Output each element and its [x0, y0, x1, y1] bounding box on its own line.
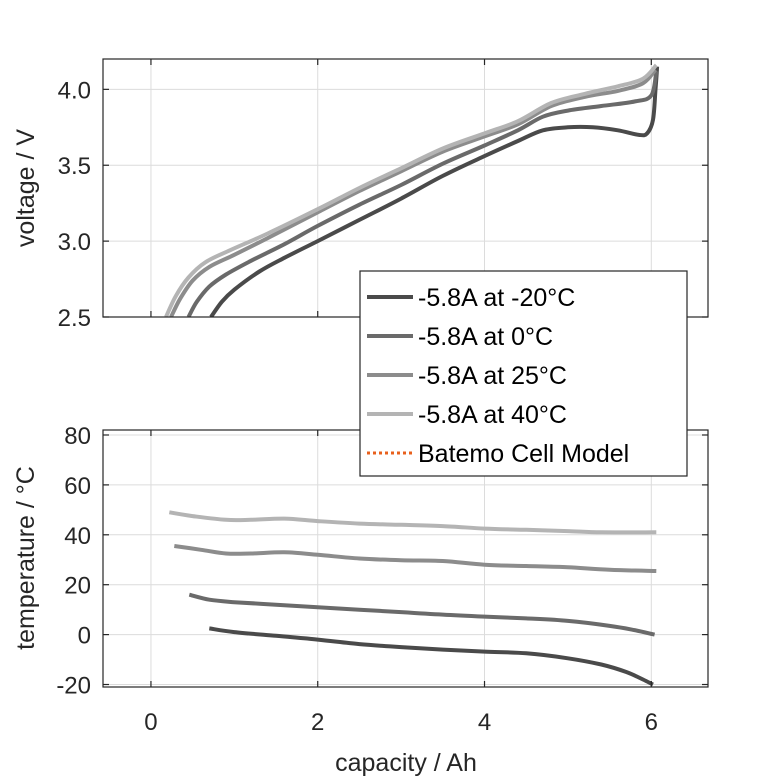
temperature-ticks: 0 2 4 6 -20 0 20 40 60 80: [56, 423, 708, 736]
legend-item: -5.8A at 0°C: [367, 323, 553, 351]
legend: -5.8A at -20°C -5.8A at 0°C -5.8A at 25°C -…: [359, 270, 688, 477]
temperature-panel: 0 2 4 6 -20 0 20 40 60 80 temperature / °C capaci…: [12, 423, 709, 777]
voltage-panel: 2.5 3.0 3.5 4.0 voltage / V: [12, 58, 709, 332]
legend-label: -5.8A at 25°C: [418, 362, 567, 390]
legend-box: [359, 270, 688, 477]
temperature-ylabel: temperature / °C: [12, 466, 40, 650]
legend-label: -5.8A at 0°C: [418, 323, 553, 351]
x-tick-label: 2: [311, 709, 324, 736]
y-tick-label: 40: [64, 523, 91, 550]
x-tick-label: 6: [645, 709, 658, 736]
temperature-series: [168, 510, 657, 687]
voltage-ylabel: voltage / V: [12, 129, 40, 247]
voltage-line-5-8a-at-20-c: [209, 66, 660, 317]
legend-label: -5.8A at 40°C: [418, 401, 567, 429]
x-tick-label: 0: [144, 709, 157, 736]
y-tick-label: 20: [64, 573, 91, 600]
y-tick-label: -20: [56, 673, 91, 700]
y-tick-label: 80: [64, 423, 91, 450]
temperature-line-5-8a-at-20-c: [209, 626, 654, 687]
voltage-line-5-8a-at-0-c: [186, 70, 659, 317]
legend-item: -5.8A at 25°C: [367, 362, 567, 390]
y-tick-label: 0: [78, 623, 91, 650]
legend-label: Batemo Cell Model: [418, 440, 629, 468]
voltage-line-5-8a-at-25-c: [169, 68, 658, 317]
temperature-line-5-8a-at-0-c: [188, 592, 656, 637]
legend-label: -5.8A at -20°C: [418, 284, 575, 312]
voltage-line-5-8a-at-40-c: [164, 63, 658, 317]
y-tick-label: 3.5: [58, 153, 91, 180]
y-tick-label: 3.0: [58, 229, 91, 256]
legend-item: -5.8A at 40°C: [367, 401, 567, 429]
capacity-xlabel: capacity / Ah: [335, 749, 477, 777]
legend-item: Batemo Cell Model: [367, 440, 629, 468]
y-tick-label: 2.5: [58, 305, 91, 332]
y-tick-label: 60: [64, 473, 91, 500]
temperature-line-5-8a-at-40-c: [168, 510, 657, 535]
voltage-series: [164, 63, 660, 317]
legend-item: -5.8A at -20°C: [367, 284, 575, 312]
temperature-line-5-8a-at-25-c: [174, 544, 657, 573]
y-tick-label: 4.0: [58, 77, 91, 104]
voltage-ticks: 2.5 3.0 3.5 4.0: [58, 59, 708, 332]
x-tick-label: 4: [478, 709, 491, 736]
